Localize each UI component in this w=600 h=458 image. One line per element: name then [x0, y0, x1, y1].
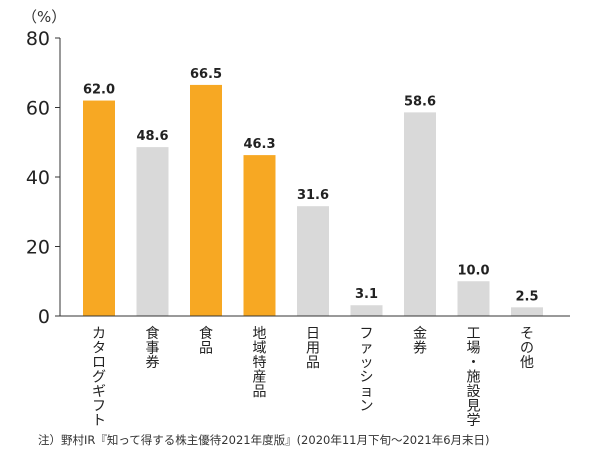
category-label-1: カタログギフト	[92, 326, 106, 429]
data-label-2: 48.6	[136, 129, 168, 144]
data-label-5: 31.6	[297, 188, 329, 203]
y-axis-unit-label: （%）	[22, 8, 66, 26]
data-label-7: 58.6	[404, 94, 436, 109]
bar-4	[243, 155, 276, 316]
data-label-3: 66.5	[190, 67, 222, 82]
bar-6	[350, 305, 383, 316]
category-label-3: 食品	[199, 325, 213, 357]
y-tick-label: 20	[26, 237, 50, 259]
data-label-4: 46.3	[243, 137, 275, 152]
y-tick-label: 0	[38, 306, 50, 328]
data-label-1: 62.0	[83, 83, 115, 98]
y-tick-label: 40	[26, 167, 50, 189]
data-label-6: 3.1	[355, 287, 378, 302]
data-label-8: 10.0	[457, 263, 489, 278]
category-label-4: 地域特産品	[253, 326, 267, 400]
bar-2	[136, 147, 169, 316]
bar-3	[190, 84, 222, 316]
bar-9	[511, 307, 543, 316]
category-label-7: 金券	[413, 326, 427, 357]
category-label-9: その他	[520, 326, 534, 371]
bar-8	[457, 281, 490, 316]
footnote: 注）野村IR『知って得する株主優待2021年度版』(2020年11月下旬〜202…	[38, 433, 490, 447]
bar-5	[297, 206, 329, 316]
category-label-8: 工場・施設見学	[467, 326, 481, 429]
category-label-5: 日用品	[306, 326, 320, 371]
y-tick-label: 60	[26, 98, 50, 120]
bar-1	[83, 100, 115, 316]
category-label-6: ファッション	[360, 326, 374, 415]
y-tick-label: 80	[26, 28, 50, 50]
data-label-9: 2.5	[515, 289, 538, 304]
bar-7	[404, 112, 436, 317]
category-label-2: 食事券	[146, 325, 160, 371]
